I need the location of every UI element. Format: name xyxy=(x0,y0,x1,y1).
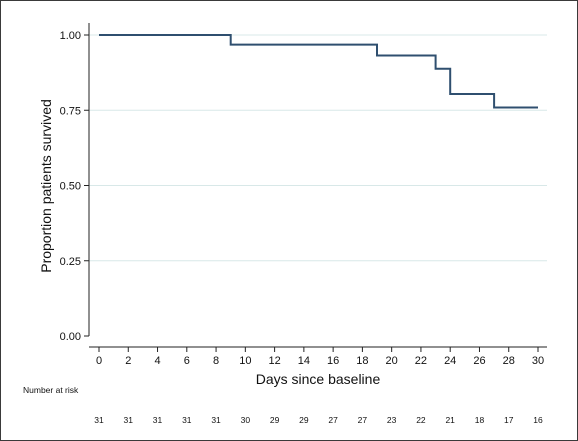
risk-value: 17 xyxy=(504,415,514,425)
risk-value: 29 xyxy=(270,415,280,425)
y-ticks: 0.00 0.25 0.50 0.75 1.00 xyxy=(60,30,89,343)
y-tick-label: 1.00 xyxy=(60,30,81,42)
x-tick-label: 28 xyxy=(503,355,515,367)
x-tick-label: 22 xyxy=(415,355,427,367)
x-tick-label: 24 xyxy=(444,355,456,367)
risk-table-title: Number at risk xyxy=(23,385,79,395)
x-tick-label: 14 xyxy=(298,355,310,367)
y-tick-label: 0.00 xyxy=(60,331,81,343)
risk-value: 23 xyxy=(387,415,397,425)
x-tick-label: 8 xyxy=(213,355,219,367)
risk-value: 16 xyxy=(533,415,543,425)
x-tick-label: 6 xyxy=(184,355,190,367)
y-axis-title: Proportion patients survived xyxy=(38,99,54,273)
x-axis-title: Days since baseline xyxy=(256,371,381,387)
risk-table-values: 31 31 31 31 31 30 29 29 27 27 23 22 21 18 17 16 xyxy=(94,415,543,425)
y-tick-label: 0.75 xyxy=(60,105,81,117)
x-tick-label: 16 xyxy=(327,355,339,367)
risk-value: 31 xyxy=(124,415,134,425)
x-tick-label: 20 xyxy=(386,355,398,367)
x-tick-label: 10 xyxy=(239,355,251,367)
x-tick-label: 0 xyxy=(96,355,102,367)
x-tick-label: 18 xyxy=(356,355,368,367)
risk-value: 31 xyxy=(182,415,192,425)
x-tick-label: 4 xyxy=(154,355,160,367)
risk-value: 31 xyxy=(211,415,221,425)
risk-value: 31 xyxy=(94,415,104,425)
x-tick-label: 12 xyxy=(268,355,280,367)
risk-value: 27 xyxy=(328,415,338,425)
y-tick-label: 0.25 xyxy=(60,256,81,268)
survival-curve xyxy=(99,34,538,109)
risk-value: 21 xyxy=(445,415,455,425)
grid-lines xyxy=(89,34,547,262)
series-group xyxy=(99,34,538,109)
risk-value: 18 xyxy=(475,415,485,425)
x-ticks: 0 2 4 6 8 10 12 14 16 18 20 22 24 26 28 30 xyxy=(96,347,544,367)
y-tick-label: 0.50 xyxy=(60,181,81,193)
x-tick-label: 30 xyxy=(532,355,544,367)
x-tick-label: 2 xyxy=(125,355,131,367)
risk-value: 31 xyxy=(153,415,163,425)
risk-value: 29 xyxy=(299,415,309,425)
risk-value: 27 xyxy=(358,415,368,425)
risk-value: 30 xyxy=(241,415,251,425)
risk-value: 22 xyxy=(416,415,426,425)
x-tick-label: 26 xyxy=(473,355,485,367)
